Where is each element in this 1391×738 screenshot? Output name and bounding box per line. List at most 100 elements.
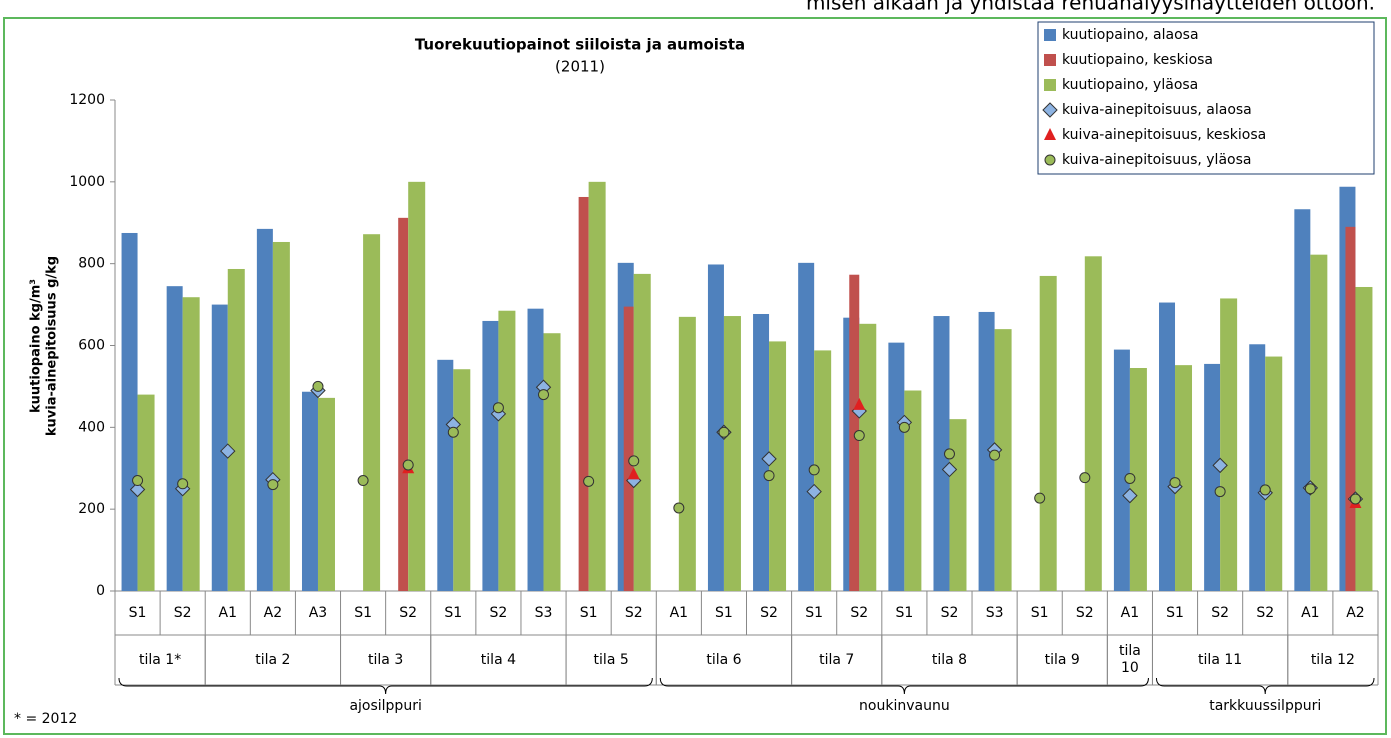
- bar: [453, 369, 471, 591]
- group-label: tila 8: [931, 651, 968, 668]
- bar: [166, 286, 183, 591]
- point: [1079, 472, 1091, 484]
- x-tick-label: A1: [670, 605, 688, 621]
- legend-swatch: [1044, 29, 1056, 41]
- header-text: misen aikaan ja yhdistää rehuanalyysinäy…: [806, 0, 1375, 15]
- x-tick-label: A3: [309, 605, 327, 621]
- chart-title: Tuorekuutiopainot siiloista ja aumoista: [415, 36, 745, 54]
- point: [989, 449, 1001, 461]
- bar: [182, 297, 200, 591]
- x-tick-label: S2: [850, 605, 868, 621]
- point: [267, 479, 279, 491]
- bar: [256, 228, 273, 591]
- bar: [1265, 356, 1283, 591]
- x-tick-label: S2: [941, 605, 959, 621]
- point: [941, 461, 958, 478]
- bar: [859, 323, 877, 591]
- bar: [933, 316, 950, 591]
- point: [583, 475, 595, 487]
- chart-border: [3, 17, 1387, 735]
- legend-box: [1037, 21, 1375, 175]
- point: [853, 397, 866, 410]
- point: [806, 483, 822, 500]
- point: [943, 448, 955, 460]
- bar: [1175, 365, 1193, 591]
- y-tick-label: 400: [78, 419, 105, 435]
- bar: [543, 333, 561, 591]
- x-tick-label: S2: [1076, 605, 1094, 621]
- section-brace: [1155, 677, 1375, 695]
- point: [763, 470, 775, 482]
- x-tick-label: S3: [986, 605, 1004, 621]
- point: [129, 481, 146, 498]
- bar: [1204, 363, 1221, 591]
- bar: [1220, 298, 1238, 591]
- group-label: tila 2: [255, 651, 291, 668]
- section-label: tarkkuussilppuri: [1209, 698, 1321, 714]
- bar: [707, 264, 724, 591]
- x-tick-label: S3: [535, 605, 553, 621]
- point: [220, 443, 236, 459]
- bar: [1310, 254, 1328, 592]
- point: [808, 464, 820, 476]
- point: [1304, 483, 1316, 495]
- bar: [227, 268, 245, 591]
- point: [1169, 477, 1181, 489]
- legend-marker: [1044, 154, 1056, 166]
- x-tick-label: A1: [1301, 605, 1319, 621]
- bar: [1159, 302, 1176, 591]
- legend-label: kuiva-ainepitoisuus, yläosa: [1062, 152, 1251, 168]
- chart-subtitle: (2011): [555, 58, 605, 76]
- bar: [1249, 344, 1266, 591]
- bar: [317, 397, 335, 591]
- point: [1349, 493, 1361, 505]
- legend-label: kuiva-ainepitoisuus, alaosa: [1062, 102, 1252, 118]
- group-label: tila 5: [593, 651, 629, 668]
- point: [538, 389, 550, 401]
- bar: [949, 419, 967, 591]
- bar: [904, 390, 922, 591]
- bar: [408, 181, 426, 592]
- point: [853, 430, 865, 442]
- legend-swatch: [1044, 79, 1056, 91]
- bar: [1345, 226, 1356, 591]
- group-label: tila 6: [706, 651, 742, 668]
- bar: [769, 341, 787, 591]
- point: [1124, 472, 1136, 484]
- bar: [994, 329, 1012, 591]
- bar: [723, 316, 741, 591]
- bar: [978, 311, 995, 591]
- group-label: tila 1*: [138, 651, 182, 668]
- x-tick-label: S1: [129, 605, 147, 621]
- x-tick-label: S1: [895, 605, 913, 621]
- point: [1259, 484, 1271, 496]
- point: [132, 475, 144, 487]
- point: [447, 426, 459, 438]
- section-label: ajosilppuri: [349, 698, 421, 714]
- point: [357, 475, 369, 487]
- point: [627, 467, 640, 480]
- bar: [398, 217, 409, 591]
- x-tick-label: A1: [219, 605, 237, 621]
- y-tick-label: 200: [78, 501, 105, 517]
- y-tick-label: 600: [78, 338, 105, 354]
- bar: [588, 181, 606, 592]
- group-label: tila 9: [1044, 651, 1080, 668]
- bar: [633, 273, 651, 591]
- bar: [1355, 286, 1373, 591]
- x-tick-label: A2: [1346, 605, 1364, 621]
- bar: [798, 262, 815, 591]
- y-axis-label: kuutiopaino kg/m³: [29, 279, 44, 413]
- legend-label: kuutiopaino, alaosa: [1062, 27, 1199, 43]
- bar: [814, 350, 832, 591]
- legend-swatch: [1044, 54, 1056, 66]
- group-label: tila 12: [1310, 651, 1355, 668]
- x-tick-label: S2: [760, 605, 778, 621]
- x-tick-label: A1: [1121, 605, 1139, 621]
- bar: [678, 316, 696, 591]
- point: [312, 380, 324, 392]
- legend-label: kuutiopaino, yläosa: [1062, 77, 1198, 93]
- group-label: tila 10: [1118, 643, 1141, 676]
